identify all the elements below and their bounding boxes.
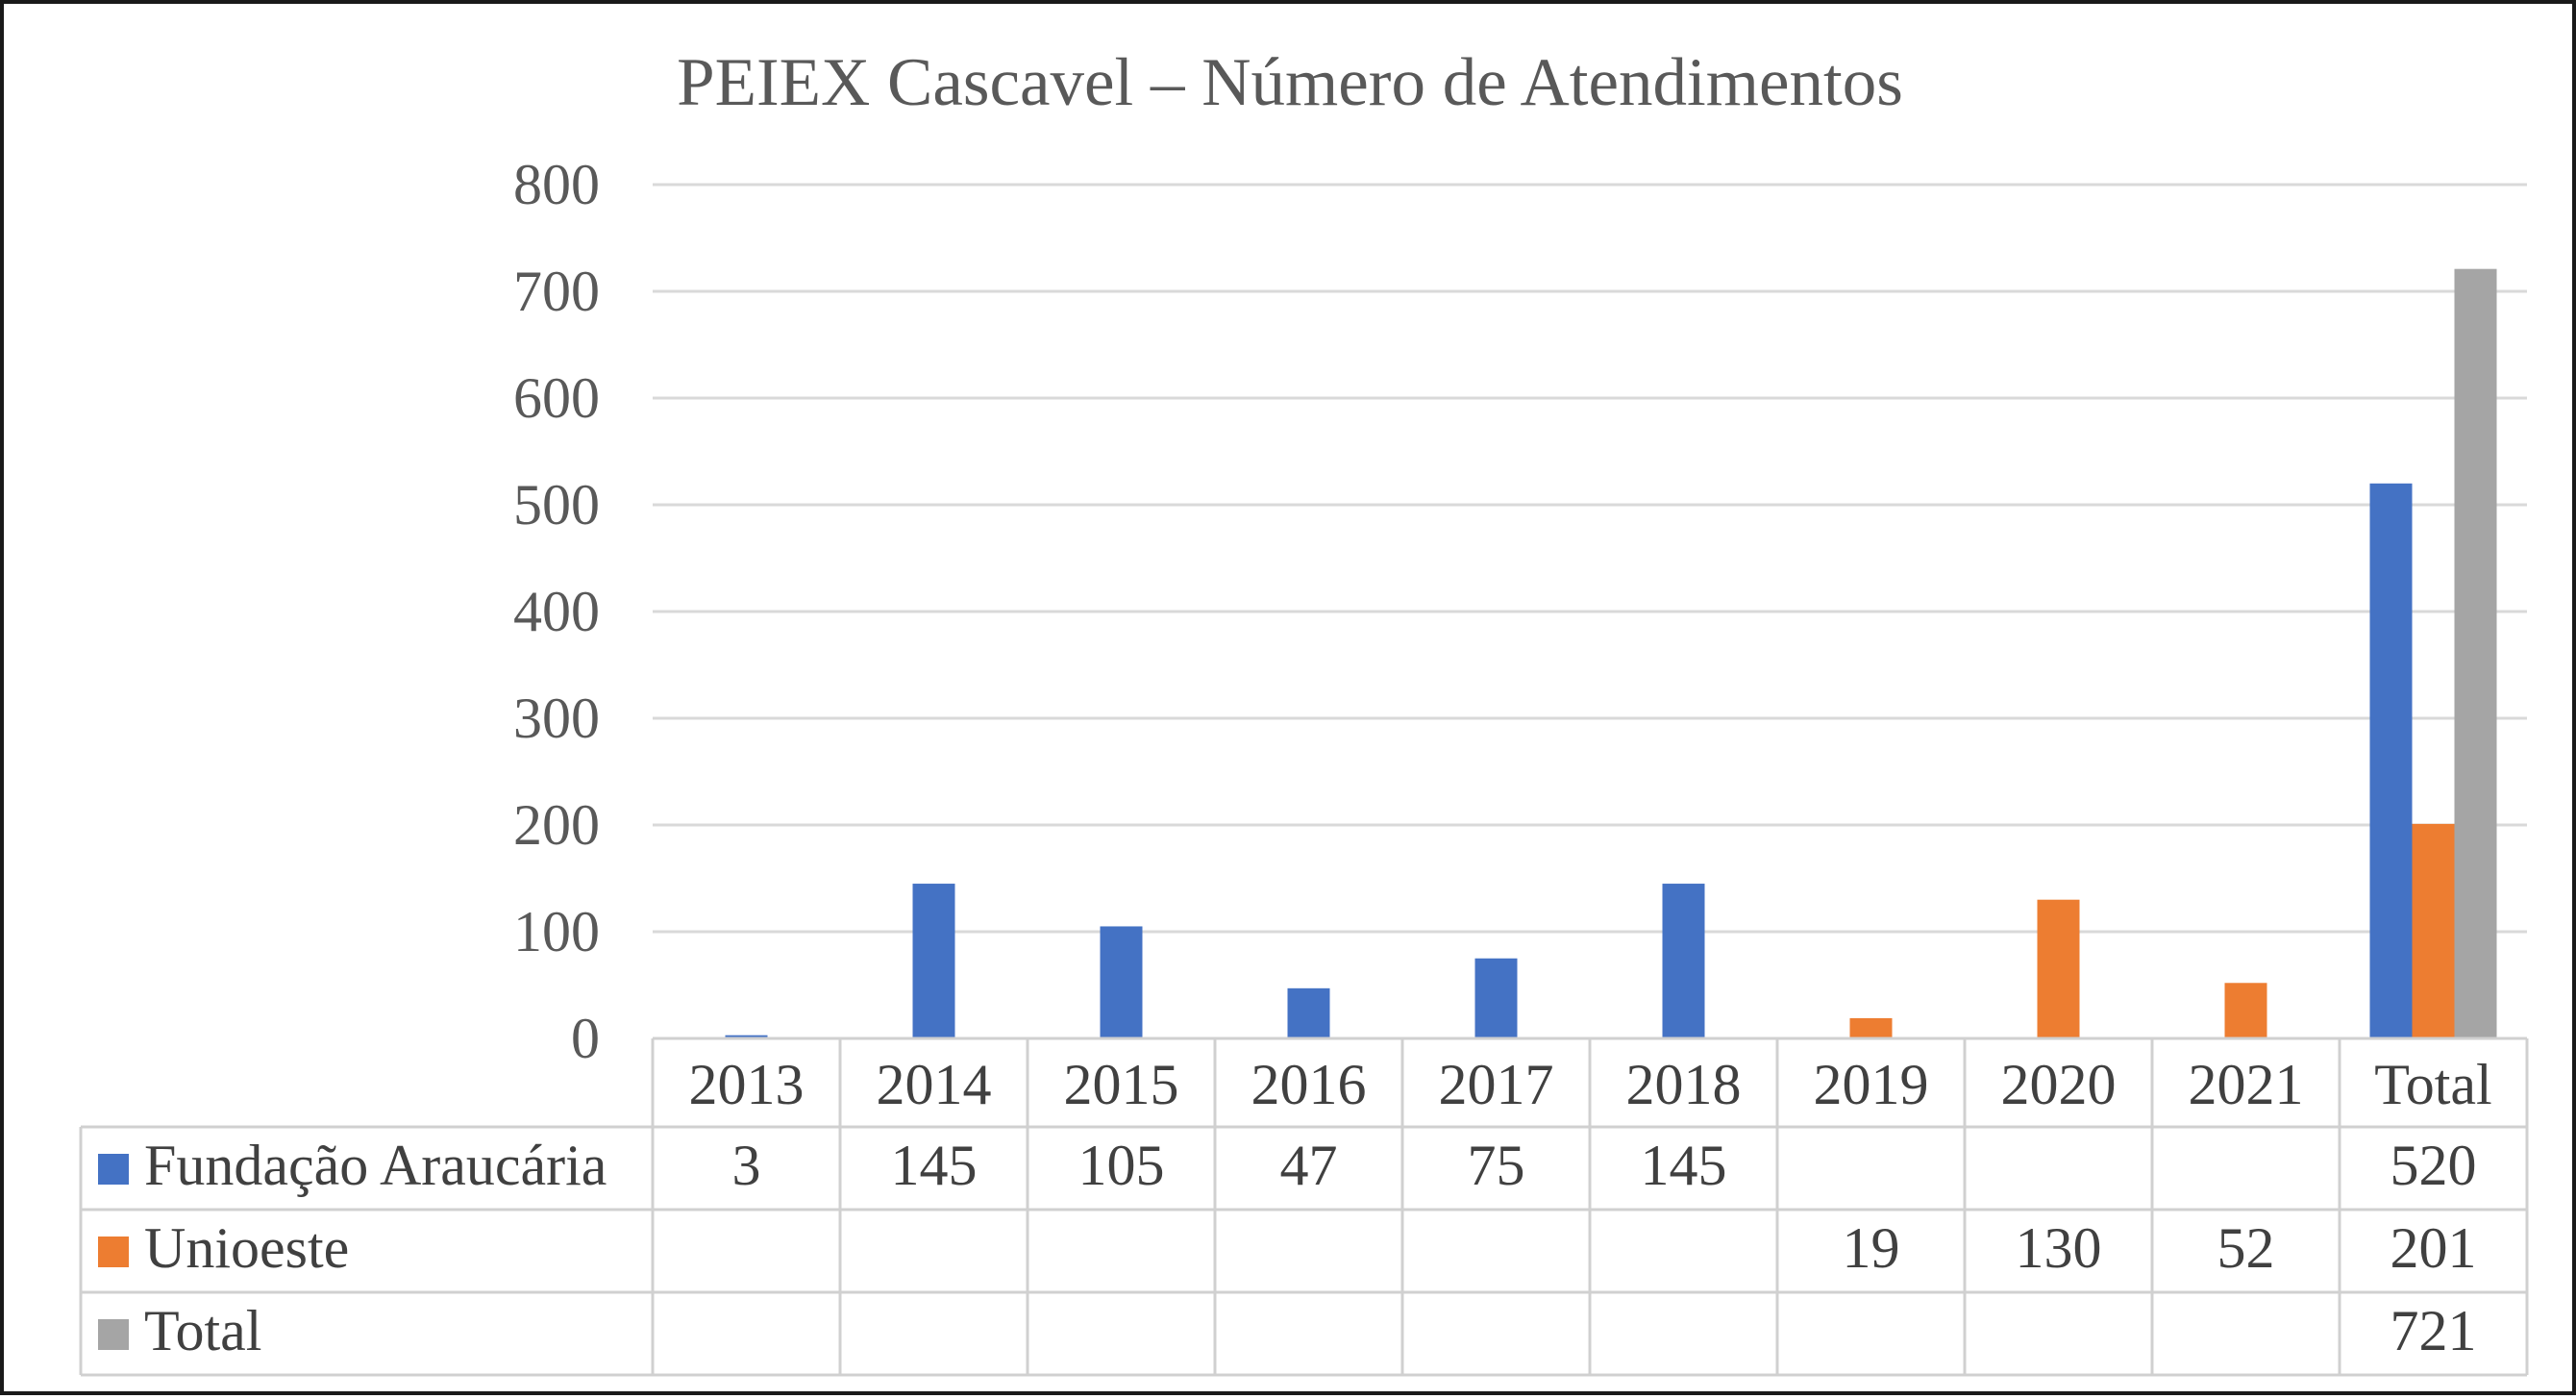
x-tick-label-2021: 2021 <box>2189 1053 2304 1116</box>
y-tick-label-800: 800 <box>513 153 600 216</box>
bar-fundacao-araucaria-2015 <box>1100 926 1143 1038</box>
data-label-fundacao-araucaria-2015: 105 <box>1078 1134 1165 1197</box>
bar-fundacao-araucaria-2018 <box>1662 884 1705 1038</box>
bar-fundacao-araucaria-2014 <box>912 884 955 1038</box>
x-tick-label-2018: 2018 <box>1626 1053 1742 1116</box>
legend-label-unioeste: Unioeste <box>144 1216 349 1280</box>
x-tick-label-2016: 2016 <box>1251 1053 1367 1116</box>
y-tick-label-200: 200 <box>513 793 600 857</box>
data-label-fundacao-araucaria-2014: 145 <box>891 1134 978 1197</box>
legend-key-unioeste <box>98 1237 129 1267</box>
legend-label-total: Total <box>144 1299 261 1362</box>
bar-unioeste-2019 <box>1849 1017 1893 1038</box>
bar-fundacao-araucaria-total <box>2369 483 2413 1038</box>
data-label-total-total: 721 <box>2390 1299 2477 1362</box>
bar-fundacao-araucaria-2016 <box>1287 987 1330 1038</box>
y-tick-label-700: 700 <box>513 260 600 323</box>
chart-title: PEIEX Cascavel – Número de Atendimentos <box>677 45 1903 120</box>
data-label-unioeste-2021: 52 <box>2217 1216 2275 1280</box>
x-tick-label-2019: 2019 <box>1814 1053 1929 1116</box>
y-tick-label-0: 0 <box>571 1007 600 1070</box>
legend-key-total <box>98 1319 129 1350</box>
x-tick-label-2015: 2015 <box>1064 1053 1179 1116</box>
bar-unioeste-total <box>2412 823 2455 1038</box>
data-label-fundacao-araucaria-2016: 47 <box>1280 1134 1338 1197</box>
data-table: 2013 2014 2015 2016 2017 2018 2019 2020 2021 Tota… <box>79 1037 2529 1377</box>
x-tick-label-2017: 2017 <box>1439 1053 1554 1116</box>
grid-lines <box>653 183 2527 1040</box>
chart-svg: PEIEX Cascavel – Número de Atendimentos … <box>79 45 2529 1377</box>
y-tick-label-400: 400 <box>513 580 600 643</box>
y-tick-label-100: 100 <box>513 900 600 963</box>
x-tick-label-total: Total <box>2374 1053 2491 1116</box>
data-label-fundacao-araucaria-total: 520 <box>2390 1134 2477 1197</box>
legend-key-fundacao-araucaria <box>98 1154 129 1185</box>
bar-total-total <box>2454 268 2497 1038</box>
data-label-fundacao-araucaria-2018: 145 <box>1641 1134 1727 1197</box>
data-label-fundacao-araucaria-2017: 75 <box>1468 1134 1525 1197</box>
x-tick-label-2020: 2020 <box>2001 1053 2117 1116</box>
bars <box>725 268 2497 1038</box>
data-label-unioeste-2019: 19 <box>1843 1216 1900 1280</box>
bar-fundacao-araucaria-2013 <box>725 1035 768 1038</box>
legend-label-fundacao-araucaria: Fundação Araucária <box>144 1134 607 1197</box>
y-tick-label-500: 500 <box>513 473 600 537</box>
data-label-unioeste-total: 201 <box>2390 1216 2477 1280</box>
data-label-fundacao-araucaria-2013: 3 <box>732 1134 761 1197</box>
y-tick-label-600: 600 <box>513 366 600 430</box>
bar-unioeste-2020 <box>2037 899 2080 1038</box>
x-tick-label-2013: 2013 <box>689 1053 805 1116</box>
y-axis-ticks: 0 100 200 300 400 500 600 700 800 <box>513 153 600 1070</box>
bar-fundacao-araucaria-2017 <box>1474 958 1518 1038</box>
bar-unioeste-2021 <box>2224 983 2267 1038</box>
x-tick-label-2014: 2014 <box>877 1053 992 1116</box>
data-label-unioeste-2020: 130 <box>2016 1216 2102 1280</box>
y-tick-label-300: 300 <box>513 687 600 750</box>
